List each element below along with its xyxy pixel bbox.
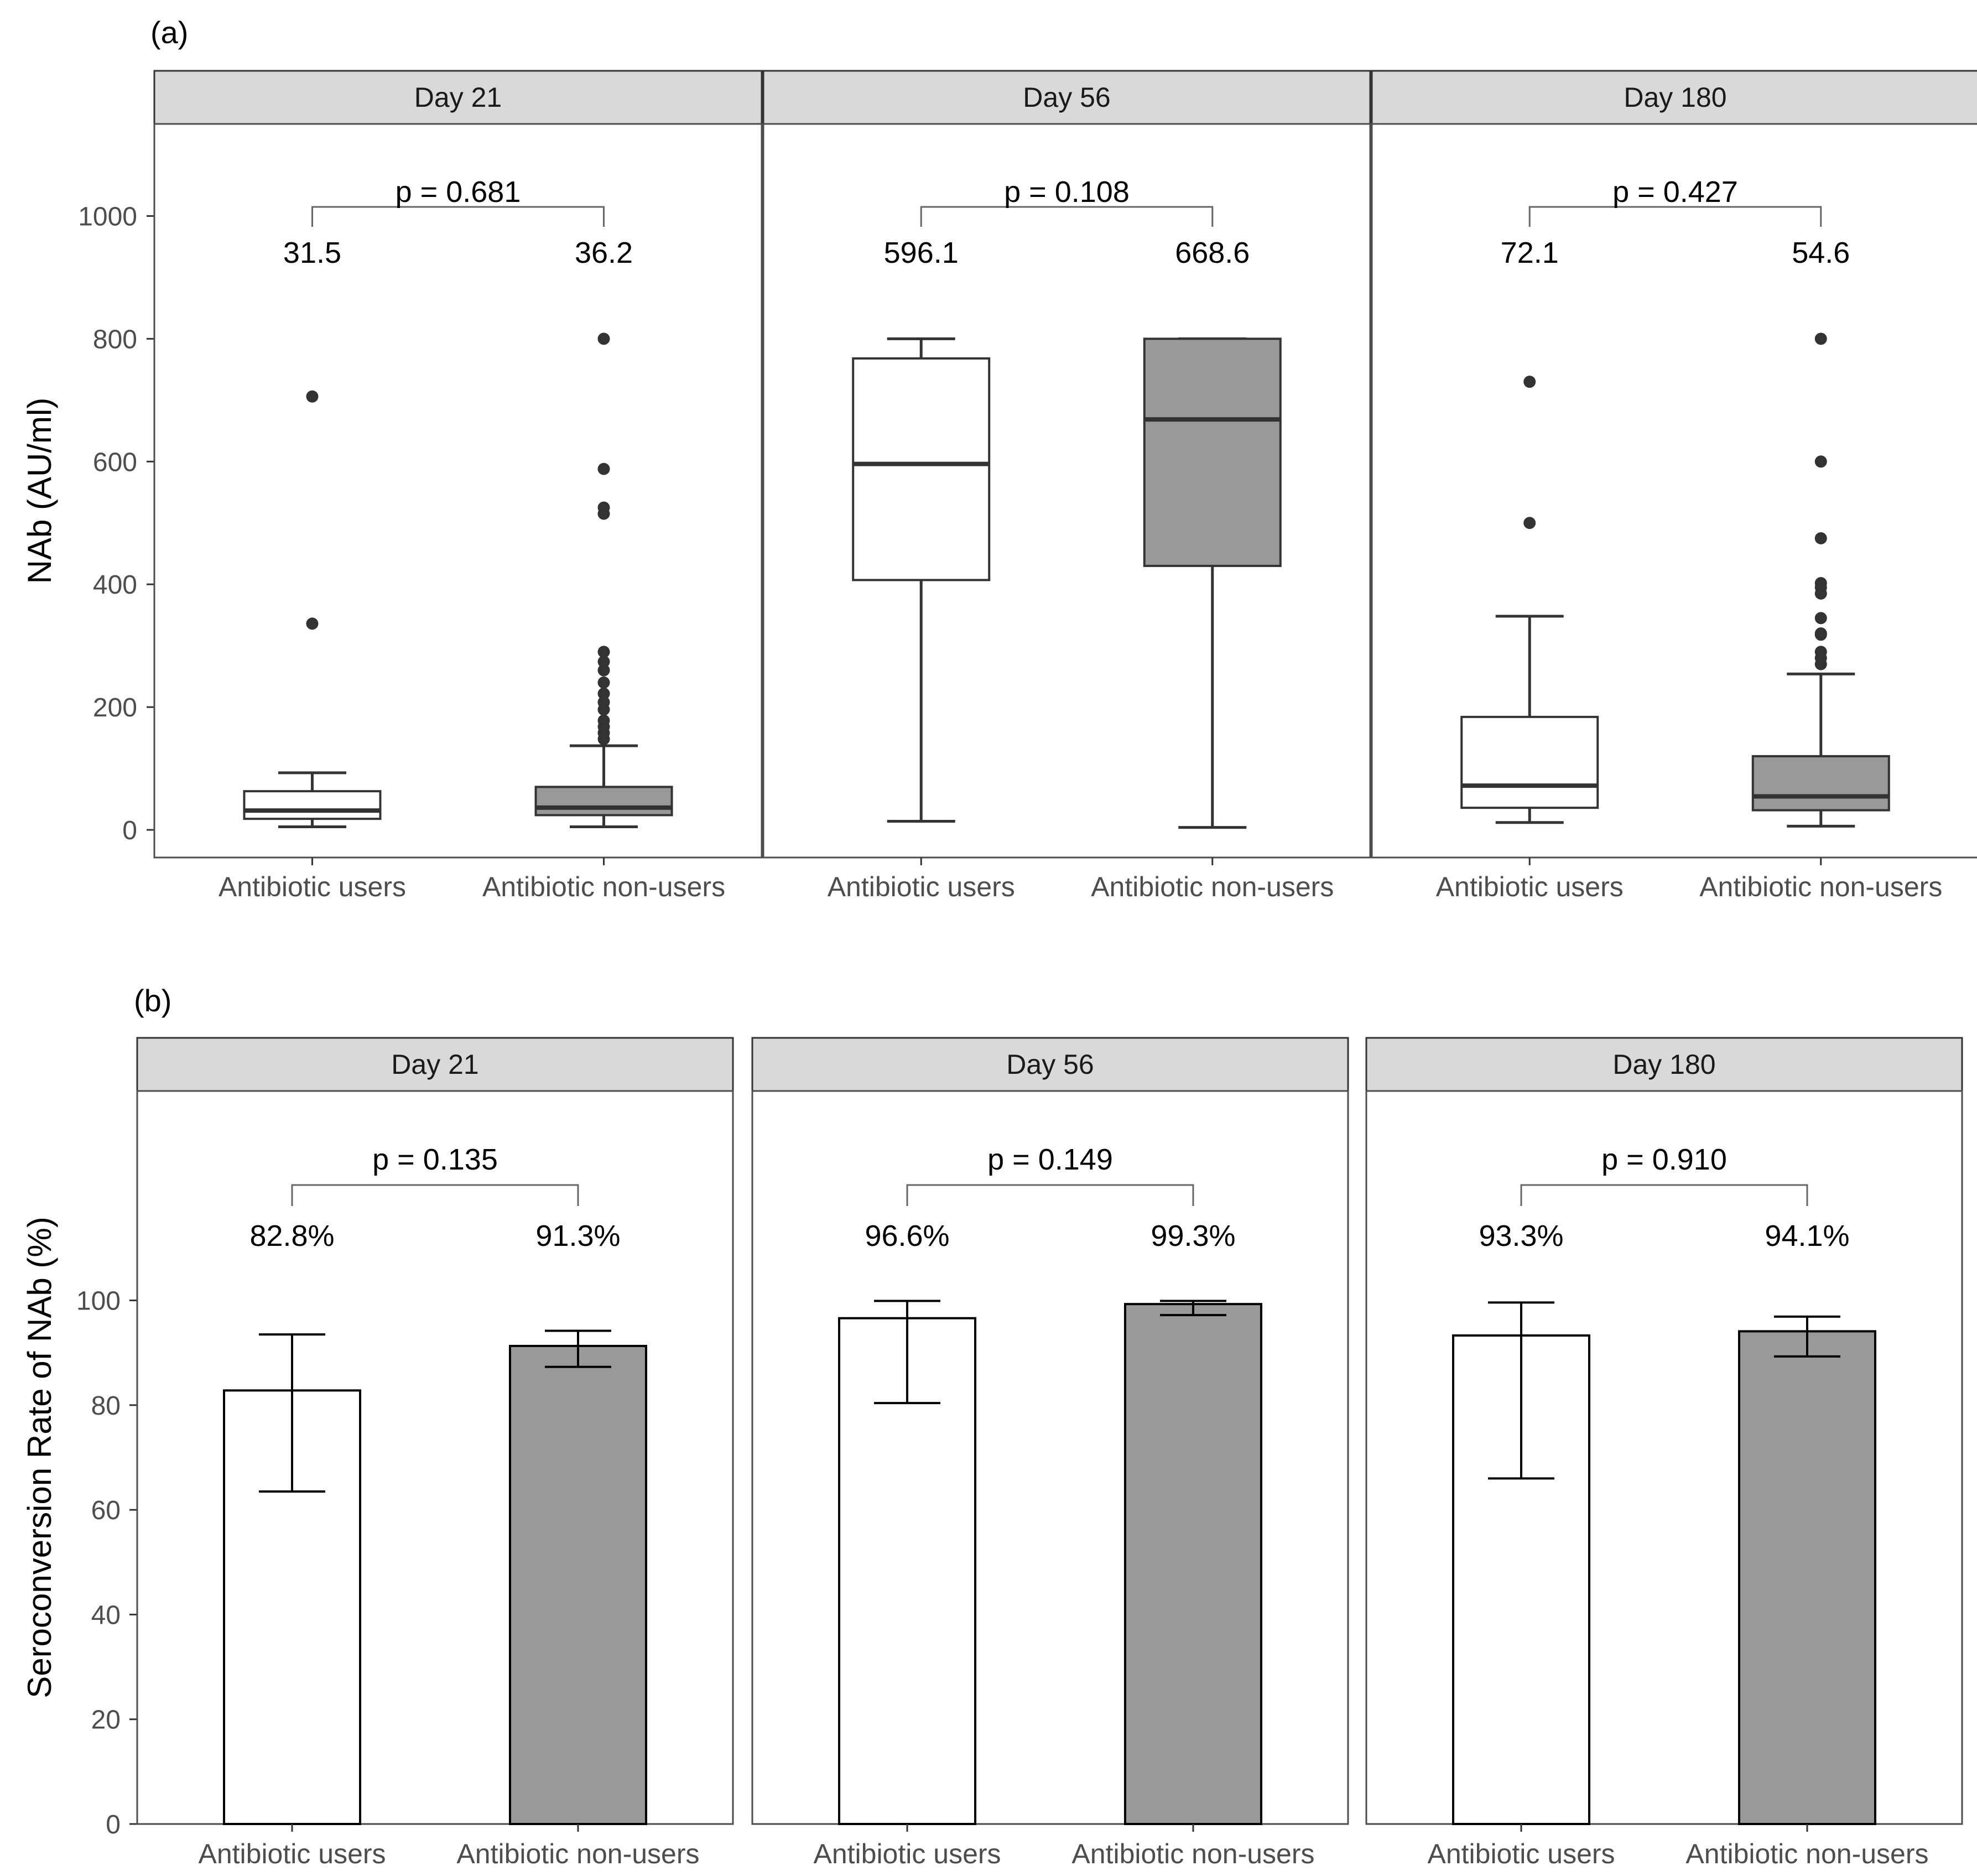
panel-a-facet-1-box-2-outlier-point [597,501,610,514]
panel-a-facet-3-box-2-outlier-point [1814,646,1827,658]
panel-b-label: (b) [134,983,171,1018]
panel-a-y-tick-label: 400 [93,570,137,600]
panel-b-facet-3-significance-bracket [1520,1184,1808,1206]
panel-a-facet-3-strip [1371,70,1977,125]
panel-a-facet-2-strip-label: Day 56 [1023,82,1110,113]
panel-a-facet-3-box-1-iqr-box [1460,715,1599,809]
panel-b-facet-1-strip [136,1037,734,1092]
panel-a-facet-3-box-2-outlier-point [1814,576,1827,589]
panel-a-facet-1-box-2-outlier-point [597,676,610,689]
panel-a-y-tick-label: 200 [93,693,137,723]
panel-a-facet-1-x-tick-label: Antibiotic non-users [482,871,725,902]
panel-a-facet-3-p-value: p = 0.427 [1612,175,1738,209]
panel-b-facet-2-strip [751,1037,1349,1092]
panel-a-facet-3-value-label-2: 54.6 [1792,236,1850,269]
panel-b-facet-2-strip-label: Day 56 [1006,1049,1094,1080]
panel-b-y-axis-title: Seroconversion Rate of NAb (%) [21,1217,58,1698]
panel-b-y-tick-label: 80 [91,1391,121,1421]
panel-a-facet-2-box-1-iqr-box [852,357,991,581]
panel-b-facet-2-x-tick-label: Antibiotic non-users [1071,1838,1314,1869]
panel-a-facet-1-box-2-outlier-point [597,332,610,345]
panel-b-y-tick-label: 40 [91,1600,121,1630]
panel-a-facet-1-box-2-outlier-point [597,462,610,475]
panel-a-facet-3-strip-label: Day 180 [1624,82,1726,113]
panel-a-facet-3-box-2-outlier-point [1814,332,1827,345]
panel-a-facet-1-box-2-outlier-point [597,696,610,709]
panel-a-facet-3-significance-bracket [1528,206,1822,227]
panel-a-facet-1-box-2-iqr-box [534,786,673,817]
panel-a-y-tick-label: 0 [122,816,137,845]
panel-b-facet-3-value-label-2: 94.1% [1765,1219,1849,1253]
panel-a-facet-1-plot-area [153,123,763,859]
panel-a-facet-3-box-2-iqr-box [1751,755,1890,812]
panel-a-facet-3-box-1-outlier-point [1523,376,1536,388]
panel-b-y-tick-label: 100 [76,1287,121,1316]
panel-a-facet-3-x-tick-label: Antibiotic users [1436,871,1624,902]
panel-a-facet-2-x-tick-label: Antibiotic non-users [1091,871,1334,902]
panel-a-facet-3-box-2-outlier-point [1814,612,1827,625]
panel-b-facet-2-value-label-2: 99.3% [1151,1219,1235,1253]
panel-a-facet-1-box-1-outlier-point [306,617,319,630]
panel-b-facet-2-bar-2-bar [1123,1303,1262,1826]
panel-a-facet-2-significance-bracket [920,206,1214,227]
panel-b-facet-1-x-tick-label: Antibiotic users [198,1838,386,1869]
panel-a-facet-1-p-value: p = 0.681 [396,175,521,209]
panel-a-facet-3-value-label-1: 72.1 [1501,236,1559,269]
panel-a-facet-1-box-2-outlier-point [597,687,610,700]
panel-a-facet-3-box-1-outlier-point [1523,517,1536,529]
panel-b-facet-1-p-value: p = 0.135 [372,1143,498,1176]
panel-a-y-axis-title: NAb (AU/ml) [21,398,58,584]
panel-b-facet-3-value-label-1: 93.3% [1479,1219,1563,1253]
panel-b-facet-2-p-value: p = 0.149 [987,1143,1113,1176]
panel-a-facet-3-box-2-outlier-point [1814,455,1827,468]
panel-b-facet-3-bar-2-bar [1737,1330,1876,1825]
panel-a-facet-1-box-1-outlier-point [306,390,319,403]
panel-a-y-tick-label: 1000 [78,202,137,231]
panel-a-facet-1-value-label-2: 36.2 [575,236,633,269]
panel-b-facet-3-x-tick-label: Antibiotic users [1427,1838,1615,1869]
panel-a-y-tick-label: 600 [93,448,137,477]
panel-b-facet-2-significance-bracket [906,1184,1194,1206]
panel-a-facet-1-box-1-iqr-box [243,790,382,820]
panel-a-facet-1-strip-label: Day 21 [414,82,502,113]
panel-a-facet-1-value-label-1: 31.5 [283,236,341,269]
panel-b-facet-3-x-tick-label: Antibiotic non-users [1685,1838,1928,1869]
panel-b-facet-1-bar-2-bar [508,1344,647,1825]
panel-a-facet-2-x-tick-label: Antibiotic users [828,871,1015,902]
panel-b-facet-1-value-label-2: 91.3% [535,1219,620,1253]
panel-b-facet-1-significance-bracket [291,1184,579,1206]
panel-a-facet-3-box-2-outlier-point [1814,532,1827,544]
panel-b-y-tick-label: 0 [106,1810,121,1839]
panel-a-label: (a) [150,15,188,50]
panel-a-facet-1-box-2-outlier-point [597,656,610,668]
panel-b-facet-1-value-label-1: 82.8% [249,1219,334,1253]
panel-b-facet-3-strip-label: Day 180 [1612,1049,1715,1080]
panel-a-facet-1-x-tick-label: Antibiotic users [218,871,406,902]
panel-a-facet-3-x-tick-label: Antibiotic non-users [1699,871,1942,902]
panel-b-y-tick-label: 20 [91,1706,121,1735]
panel-b-facet-2-x-tick-label: Antibiotic users [813,1838,1001,1869]
panel-b-facet-2-value-label-1: 96.6% [865,1219,949,1253]
panel-a-facet-1-significance-bracket [311,206,605,227]
panel-b-facet-1-x-tick-label: Antibiotic non-users [456,1838,699,1869]
panel-b-facet-1-strip-label: Day 21 [391,1049,478,1080]
panel-b-facet-3-p-value: p = 0.910 [1601,1143,1727,1176]
panel-a-facet-1-box-2-outlier-point [597,646,610,658]
panel-a-facet-3-box-2-outlier-point [1814,627,1827,640]
panel-a-facet-2-box-2-iqr-box [1143,337,1282,567]
panel-a-facet-1-box-2-outlier-point [597,714,610,727]
panel-a-facet-1-box-2-outlier-point [597,664,610,677]
panel-a-facet-2-value-label-2: 668.6 [1175,236,1250,269]
panel-a-y-tick-label: 800 [93,325,137,354]
panel-b-y-tick-label: 60 [91,1496,121,1525]
panel-a-facet-2-p-value: p = 0.108 [1004,175,1130,209]
panel-a-facet-2-value-label-1: 596.1 [884,236,959,269]
